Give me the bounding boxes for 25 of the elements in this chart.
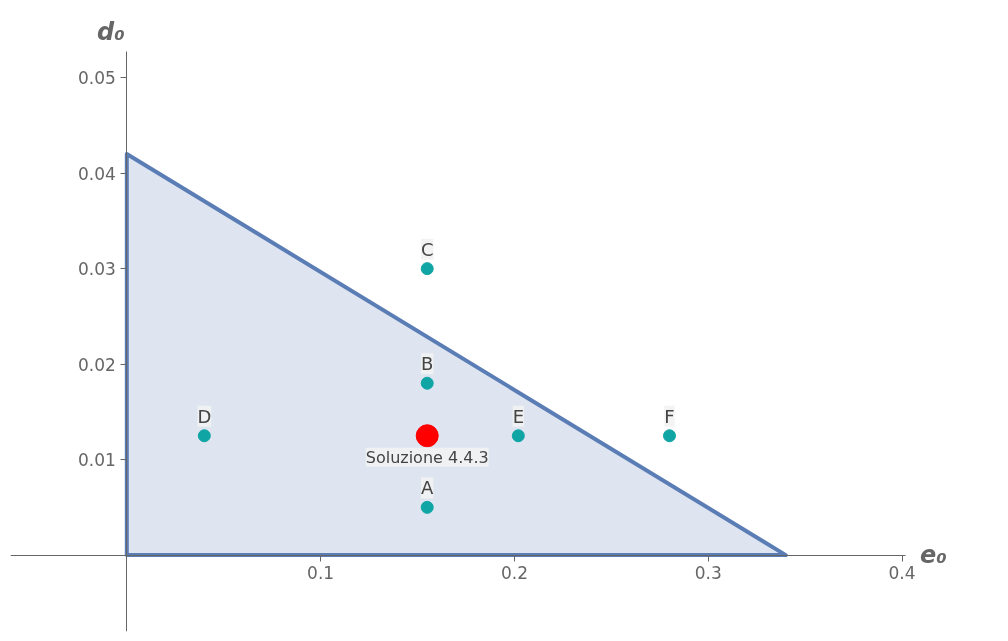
x-tick-label: 0.1: [307, 563, 335, 584]
point: [415, 424, 439, 448]
point: [511, 429, 525, 443]
annotation: E: [512, 405, 524, 427]
y-tick-label: 0.04: [77, 163, 116, 184]
x-tick-label: 0.3: [694, 563, 722, 584]
annotation: D: [197, 405, 212, 427]
x-tick-label: 0.2: [500, 563, 528, 584]
annotation: F: [664, 405, 675, 427]
series-label: Soluzione 4.4.3: [365, 447, 489, 467]
annotation: B: [421, 353, 434, 375]
y-tick-label: 0.01: [77, 450, 116, 471]
point: [420, 500, 434, 514]
y-tick-label: 0.05: [77, 68, 116, 89]
y-tick-label: 0.02: [77, 354, 116, 375]
point: [420, 262, 434, 276]
point: [197, 429, 211, 443]
annotation: A: [421, 477, 435, 499]
point: [420, 376, 434, 390]
y-axis-title: d₀: [97, 17, 126, 46]
x-axis-title: e₀: [919, 541, 948, 570]
point: [662, 429, 676, 443]
x-tick-label: 0.4: [888, 563, 916, 584]
y-tick-label: 0.03: [77, 259, 116, 280]
annotation: C: [420, 238, 434, 260]
